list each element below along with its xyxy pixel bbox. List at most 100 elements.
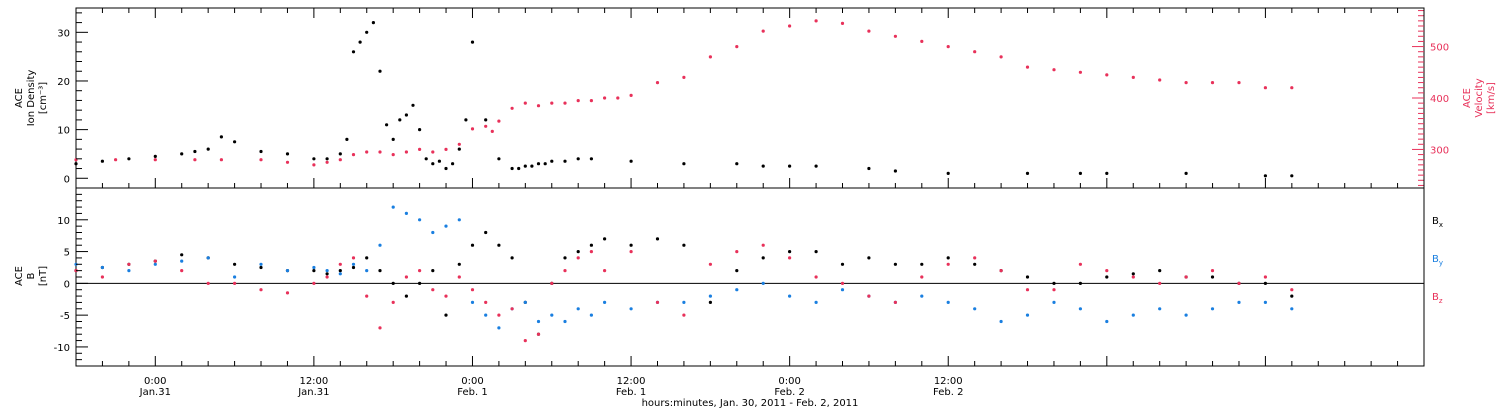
- velocity-point: [351, 153, 356, 157]
- bz-point: [1078, 262, 1082, 266]
- by-point: [100, 265, 104, 270]
- density-point: [345, 137, 349, 141]
- velocity-point: [1290, 86, 1294, 90]
- velocity-point: [735, 45, 739, 49]
- bz-point: [444, 294, 448, 298]
- bz-point: [1237, 281, 1241, 285]
- bz-point: [510, 307, 514, 311]
- plasma-panel: 0 10 20 30 300 400 500 ACE Ion Density [cm⁻³]…: [14, 7, 1497, 189]
- density-point: [484, 118, 488, 122]
- bx-point: [1078, 281, 1082, 285]
- bz-point: [338, 262, 342, 266]
- x-tick-time: 0:00: [144, 376, 166, 387]
- density-point: [365, 30, 369, 34]
- density-point: [589, 157, 594, 161]
- by-point: [418, 218, 422, 222]
- b-tick-label: 0: [64, 279, 70, 290]
- b-tick-label: -10: [54, 343, 70, 354]
- by-point: [497, 326, 501, 330]
- by-point: [1131, 313, 1135, 317]
- density-point: [193, 149, 197, 154]
- velocity-point: [418, 147, 422, 151]
- x-tick-date: Jan.31: [297, 387, 329, 398]
- bx-point: [365, 256, 369, 260]
- bz-point: [100, 275, 104, 279]
- velocity-point: [603, 96, 607, 100]
- bz-point: [682, 313, 686, 317]
- by-point: [378, 243, 382, 247]
- plasma-left-ticks: 0 10 20 30: [57, 12, 88, 185]
- bz-point: [814, 275, 818, 279]
- bz-point: [1052, 288, 1056, 292]
- by-point: [920, 294, 924, 298]
- by-point: [365, 269, 369, 273]
- bz-point: [351, 256, 356, 260]
- b-ylabel-line3: [nT]: [38, 266, 49, 286]
- bx-point: [682, 243, 686, 247]
- legend-bz: Bz: [1432, 292, 1443, 305]
- bz-point: [1210, 269, 1215, 273]
- velocity-point: [576, 99, 580, 103]
- density-point: [867, 166, 871, 171]
- legend-bx-sub: x: [1439, 221, 1443, 229]
- velocity-tick-label: 500: [1430, 43, 1449, 54]
- velocity-point: [589, 99, 594, 103]
- density-point: [530, 164, 534, 168]
- density-point: [464, 118, 468, 122]
- density-point: [550, 159, 554, 163]
- magnetic-panel-frame: [75, 187, 1425, 367]
- x-tick-date: Jan.31: [139, 387, 171, 398]
- velocity-point: [1158, 78, 1162, 82]
- velocity-point: [114, 158, 118, 162]
- velocity-point: [457, 142, 461, 146]
- velocity-point: [325, 160, 329, 164]
- by-point: [1263, 300, 1267, 304]
- velocity-point: [219, 158, 223, 162]
- bx-point: [1052, 281, 1056, 285]
- density-point: [100, 159, 104, 163]
- by-point: [563, 319, 567, 324]
- density-point: [385, 123, 389, 127]
- b-ylabel-line1: ACE: [14, 266, 25, 286]
- density-ylabel-line2: Ion Density: [26, 70, 37, 127]
- by-point: [259, 262, 263, 266]
- bz-point: [973, 256, 977, 260]
- bz-point: [470, 288, 475, 292]
- bx-point: [510, 256, 514, 260]
- bz-point: [761, 243, 765, 247]
- by-point: [153, 262, 157, 266]
- density-point: [378, 69, 382, 73]
- magnetic-left-ticks: -10 -5 0 5 10: [54, 193, 88, 361]
- velocity-point: [563, 101, 567, 105]
- bz-point: [457, 275, 461, 279]
- density-point: [351, 50, 356, 54]
- density-point: [431, 162, 435, 166]
- bx-point: [418, 281, 422, 285]
- bz-point: [1105, 269, 1109, 273]
- velocity-point: [1052, 68, 1056, 72]
- velocity-point: [682, 75, 686, 79]
- velocity-point: [484, 124, 488, 128]
- density-point: [517, 166, 521, 171]
- by-point: [206, 256, 210, 260]
- by-point: [470, 300, 475, 304]
- by-point: [1237, 300, 1241, 304]
- x-tick-time: 12:00: [299, 376, 328, 387]
- by-point: [391, 205, 395, 209]
- density-point: [180, 152, 184, 156]
- plasma-points-density: [74, 21, 1294, 178]
- by-point: [484, 313, 488, 317]
- velocity-point: [259, 158, 263, 162]
- bx-point: [946, 256, 950, 260]
- plasma-panel-frame: [75, 7, 1425, 189]
- by-point: [788, 294, 792, 298]
- density-point: [127, 157, 131, 161]
- velocity-point: [867, 29, 871, 33]
- bx-point: [1105, 275, 1109, 279]
- by-point: [1184, 313, 1188, 317]
- by-point: [682, 300, 686, 304]
- velocity-point: [497, 119, 501, 123]
- bx-point: [233, 262, 237, 266]
- density-point: [259, 149, 263, 154]
